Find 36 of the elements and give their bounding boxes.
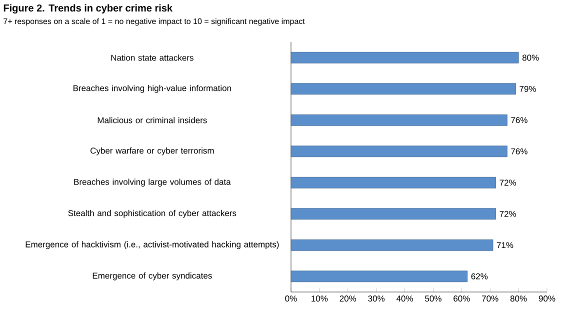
bar [290, 52, 519, 64]
x-tick-label: 70% [482, 296, 498, 302]
y-tick-label: Stealth and sophistication of cyber attackers [68, 210, 236, 218]
y-tick-label: Nation state attackers [111, 54, 194, 61]
data-label: 79% [520, 86, 536, 92]
bar [290, 114, 508, 126]
bar [290, 208, 496, 220]
y-tick-label: Malicious or criminal insiders [98, 117, 207, 124]
x-tick-label: 30% [368, 296, 385, 302]
data-label: 76% [511, 117, 528, 124]
data-label: 62% [471, 273, 488, 280]
y-tick-label: Breaches involving high-value information [74, 84, 231, 93]
x-tick-label: 90% [538, 296, 556, 302]
bar [290, 176, 496, 188]
data-label: 72% [500, 180, 516, 186]
y-tick-label: Emergence of hacktivism (i.e., activist-motivated hacking attempts) [26, 241, 279, 250]
bar [290, 83, 516, 95]
data-label: 72% [500, 210, 516, 217]
x-tick-label: 10% [312, 296, 328, 302]
data-label: 71% [496, 242, 514, 248]
y-tick-label: Emergence of cyber syndicates [92, 272, 212, 280]
x-tick-label: 60% [454, 296, 470, 302]
x-tick-label: 0% [285, 296, 297, 302]
bar [290, 239, 494, 251]
text: 7+ responses on a scale of 1 = no negative impact to 10 = significant negative impact [4, 18, 305, 26]
x-tick-label: 50% [425, 296, 442, 302]
data-label: 76% [511, 148, 528, 154]
x-tick-label: 20% [340, 296, 356, 302]
bar [290, 270, 468, 282]
x-tick-label: 80% [510, 296, 527, 302]
text: Figure 2. Trends in cyber crime risk [4, 4, 173, 14]
bar [290, 146, 508, 158]
x-tick-label: 40% [396, 296, 413, 302]
data-label: 80% [522, 54, 539, 61]
y-tick-label: Cyber warfare or cyber terrorism [90, 147, 214, 156]
y-tick-label: Breaches involving large volumes of data [74, 178, 231, 187]
